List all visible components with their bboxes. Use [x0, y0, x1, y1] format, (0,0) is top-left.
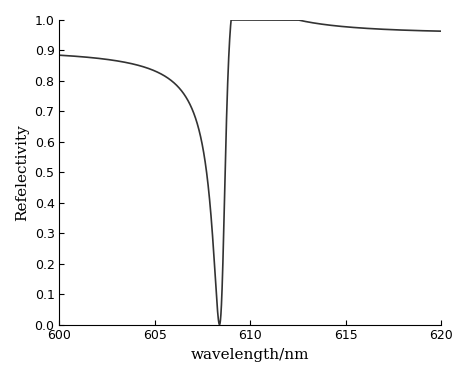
Y-axis label: Refelectivity: Refelectivity	[15, 124, 29, 221]
X-axis label: wavelength/nm: wavelength/nm	[191, 348, 309, 362]
